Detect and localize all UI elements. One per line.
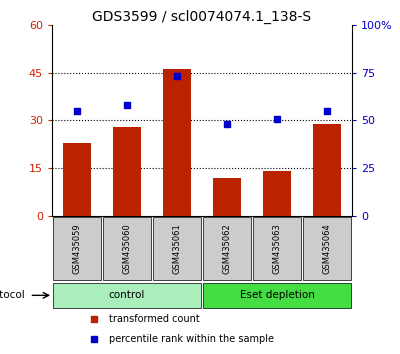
Text: GSM435060: GSM435060 — [122, 223, 132, 274]
Text: Eset depletion: Eset depletion — [240, 290, 314, 300]
Bar — [163, 69, 191, 216]
Bar — [53, 283, 201, 308]
Point — [124, 102, 130, 108]
Bar — [263, 171, 291, 216]
Text: protocol: protocol — [0, 290, 24, 300]
Text: percentile rank within the sample: percentile rank within the sample — [109, 335, 274, 344]
Bar — [153, 217, 201, 280]
Title: GDS3599 / scl0074074.1_138-S: GDS3599 / scl0074074.1_138-S — [92, 10, 312, 24]
Bar — [63, 143, 91, 216]
Point — [174, 74, 180, 79]
Bar — [53, 217, 101, 280]
Text: GSM435062: GSM435062 — [222, 223, 232, 274]
Point — [324, 108, 330, 114]
Bar — [203, 217, 251, 280]
Text: GSM435064: GSM435064 — [322, 223, 332, 274]
Bar — [313, 124, 341, 216]
Point — [74, 108, 80, 114]
Text: control: control — [109, 290, 145, 300]
Point — [274, 116, 280, 121]
Point — [224, 121, 230, 127]
Bar — [253, 217, 301, 280]
Bar — [303, 217, 351, 280]
Bar — [103, 217, 151, 280]
Bar — [213, 178, 241, 216]
Bar — [203, 283, 351, 308]
Text: transformed count: transformed count — [109, 314, 200, 324]
Text: GSM435063: GSM435063 — [272, 223, 282, 274]
Bar — [113, 127, 141, 216]
Text: GSM435061: GSM435061 — [172, 223, 182, 274]
Text: GSM435059: GSM435059 — [72, 223, 82, 274]
